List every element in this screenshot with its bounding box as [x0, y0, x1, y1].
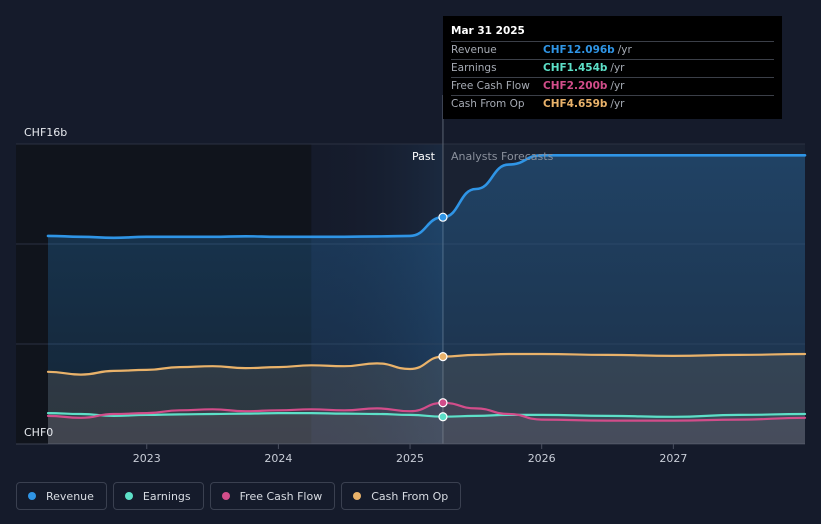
tooltip-date: Mar 31 2025: [451, 25, 525, 37]
tooltip-name: Cash From Op: [451, 98, 525, 110]
line-cash-from-op: [46, 352, 807, 376]
area-revenue: [48, 155, 805, 445]
past-label: Past: [412, 150, 436, 163]
legend-dot-icon: [221, 492, 230, 500]
legend-item-revenue[interactable]: Revenue: [16, 482, 107, 510]
tooltip: Mar 31 2025 Revenue CHF12.096b /yr Earni…: [443, 16, 782, 119]
tooltip-name: Free Cash Flow: [451, 80, 530, 92]
line-free-cash-flow: [46, 401, 807, 422]
legend-item-cash-from-op[interactable]: Cash From Op: [341, 482, 462, 510]
legend-dot-icon: [28, 492, 36, 500]
x-tick-label: 2023: [133, 452, 161, 465]
tooltip-value: CHF4.659b: [543, 98, 608, 110]
marker-revenue: [438, 212, 448, 222]
tooltip-value: CHF2.200b: [543, 80, 608, 92]
marker-cash-from-op: [438, 352, 448, 362]
x-tick-label: 2027: [659, 452, 687, 465]
series-lines: [46, 153, 807, 422]
marker-free-cash-flow: [438, 398, 448, 408]
tooltip-row-free-cash-flow: Free Cash Flow CHF2.200b /yr: [451, 77, 774, 95]
line-revenue: [46, 153, 807, 240]
legend-label: Free Cash Flow: [239, 489, 323, 503]
x-axis-ticks: 2023 2024 2025 2026 2027: [133, 444, 687, 465]
tooltip-name: Earnings: [451, 62, 497, 74]
marker-earnings: [438, 412, 448, 422]
legend-label: Earnings: [142, 489, 191, 503]
x-tick-label: 2024: [264, 452, 292, 465]
line-earnings: [46, 412, 807, 418]
legend-item-free-cash-flow[interactable]: Free Cash Flow: [209, 482, 336, 510]
legend-item-earnings[interactable]: Earnings: [112, 482, 204, 510]
tooltip-unit: /yr: [617, 44, 632, 56]
tooltip-row-cash-from-op: Cash From Op CHF4.659b /yr: [451, 95, 774, 113]
legend-dot-icon: [124, 492, 133, 500]
tooltip-markers: [438, 212, 448, 422]
axis-labels: Past Analysts Forecasts CHF16b CHF0: [24, 126, 554, 439]
tooltip-unit: /yr: [610, 80, 625, 92]
forecast-label: Analysts Forecasts: [451, 150, 554, 163]
series-areas: [48, 155, 805, 445]
legend: Revenue Earnings Free Cash Flow Cash Fro…: [16, 482, 462, 510]
legend-dot-icon: [353, 492, 362, 500]
legend-label: Revenue: [46, 489, 94, 503]
tooltip-row-earnings: Earnings CHF1.454b /yr: [451, 59, 774, 77]
x-tick-label: 2026: [528, 452, 556, 465]
legend-label: Cash From Op: [371, 489, 449, 503]
tooltip-unit: /yr: [610, 98, 625, 110]
tooltip-value: CHF12.096b: [543, 44, 615, 56]
tooltip-row-revenue: Revenue CHF12.096b /yr: [451, 41, 774, 59]
x-tick-label: 2025: [396, 452, 424, 465]
tooltip-unit: /yr: [610, 62, 625, 74]
tooltip-value: CHF1.454b: [543, 62, 608, 74]
y-tick-label-top: CHF16b: [24, 126, 67, 139]
y-tick-label-bottom: CHF0: [24, 426, 53, 439]
tooltip-name: Revenue: [451, 44, 497, 56]
